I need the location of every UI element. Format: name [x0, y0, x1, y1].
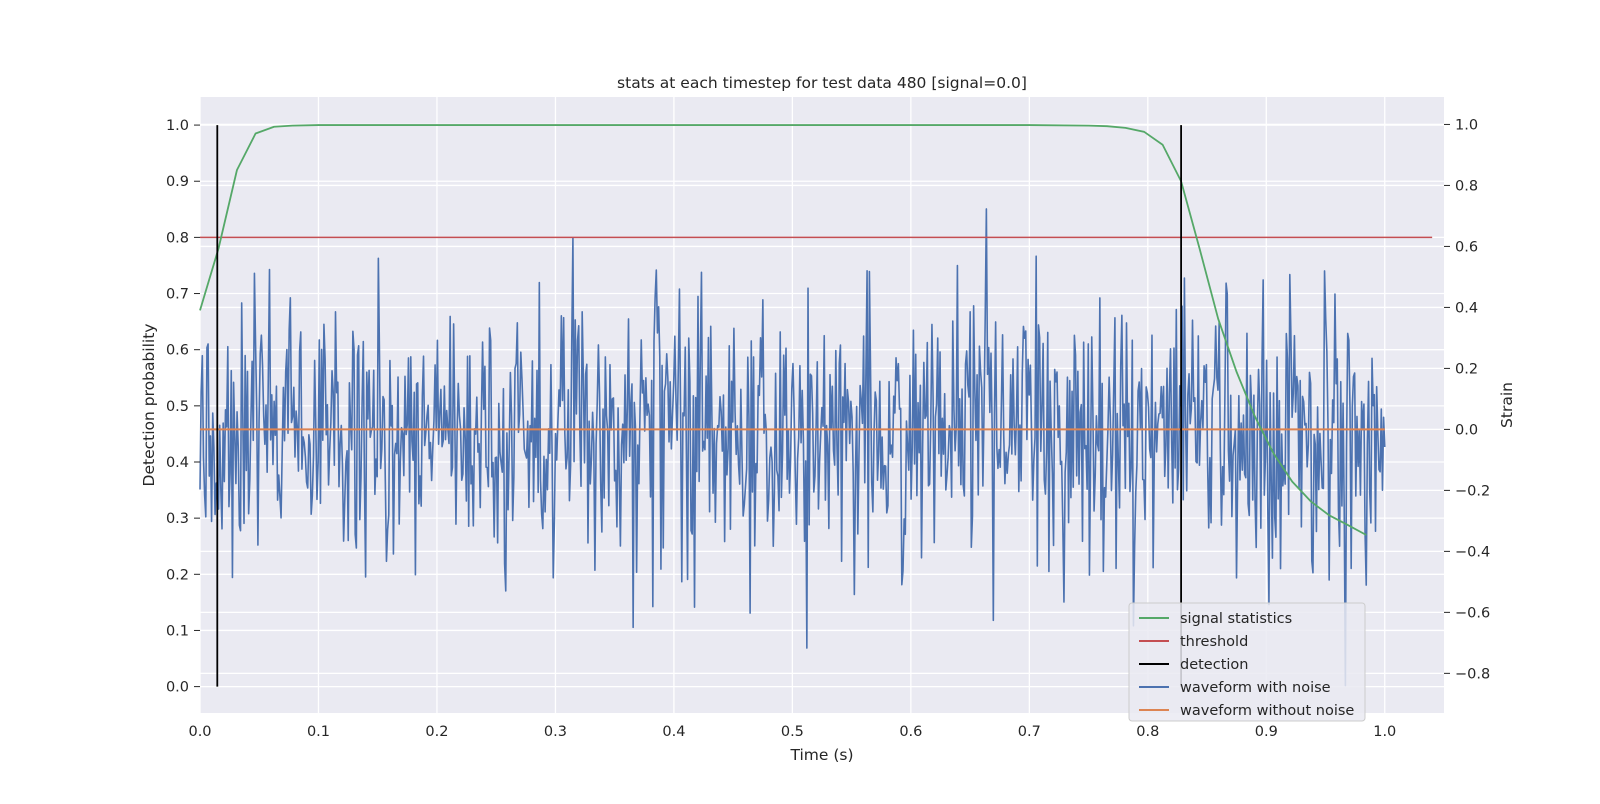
legend-item-waveform-without-noise: waveform without noise: [1139, 703, 1354, 719]
y-tick-label: 0.1: [166, 623, 189, 639]
legend: signal statistics threshold detection wavef…: [1128, 602, 1366, 722]
legend-label: threshold: [1180, 634, 1248, 650]
legend-item-threshold: threshold: [1139, 634, 1248, 650]
x-tick-label: 0.2: [425, 724, 448, 740]
y2-axis-label: Strain: [1498, 382, 1516, 428]
x-tick-label: 0.6: [899, 724, 922, 740]
x-tick-label: 0.0: [188, 724, 211, 740]
legend-item-detection: detection: [1139, 657, 1248, 673]
legend-label: detection: [1180, 657, 1248, 673]
x-tick-label: 0.4: [662, 724, 685, 740]
y2-tick-label: −0.2: [1455, 483, 1490, 499]
legend-label: waveform without noise: [1180, 703, 1354, 719]
legend-label: signal statistics: [1180, 611, 1292, 627]
y2-tick-label: −0.4: [1455, 544, 1490, 560]
x-tick-label: 0.1: [307, 724, 330, 740]
y-tick-label: 0.4: [166, 455, 189, 471]
x-axis-ticks: 0.0 0.1 0.2 0.3 0.4 0.5 0.6 0.7 0.8 0.9 1.0: [188, 724, 1396, 740]
y2-tick-label: −0.6: [1455, 605, 1490, 621]
legend-item-waveform-with-noise: waveform with noise: [1139, 680, 1331, 696]
y2-tick-label: −0.8: [1455, 666, 1490, 682]
y-tick-label: 1.0: [166, 118, 189, 134]
y-tick-label: 0.9: [166, 174, 189, 190]
y2-axis-ticks: −0.8 −0.6 −0.4 −0.2 0.0 0.2 0.4 0.6 0.8 1.0: [1444, 117, 1490, 682]
x-tick-label: 0.3: [544, 724, 567, 740]
x-tick-label: 0.7: [1018, 724, 1041, 740]
y-tick-label: 0.2: [166, 567, 189, 583]
y-axis-label: Detection probability: [140, 324, 158, 487]
y-tick-label: 0.8: [166, 230, 189, 246]
series-waveform-with-noise: [199, 208, 1386, 687]
y2-tick-label: 0.4: [1455, 300, 1478, 316]
x-tick-label: 0.5: [781, 724, 804, 740]
y2-tick-label: 0.8: [1455, 178, 1478, 194]
y-tick-label: 0.3: [166, 511, 189, 527]
x-tick-label: 0.9: [1255, 724, 1278, 740]
y-tick-label: 0.5: [166, 399, 189, 415]
legend-item-signal-statistics: signal statistics: [1139, 611, 1292, 627]
legend-label: waveform with noise: [1180, 680, 1331, 696]
x-axis-label: Time (s): [789, 746, 853, 764]
y-tick-label: 0.0: [166, 680, 189, 696]
x-tick-label: 1.0: [1373, 724, 1396, 740]
legend-box: [1128, 602, 1366, 722]
y-tick-label: 0.6: [166, 343, 189, 359]
x-tick-label: 0.8: [1136, 724, 1159, 740]
y-tick-label: 0.7: [166, 287, 189, 303]
y2-tick-label: 0.0: [1455, 422, 1478, 438]
y2-tick-label: 1.0: [1455, 117, 1478, 133]
y-axis-ticks: 0.0 0.1 0.2 0.3 0.4 0.5 0.6 0.7 0.8 0.9 1.0: [166, 118, 200, 696]
series-signal-statistics: [199, 124, 1367, 536]
y2-tick-label: 0.6: [1455, 239, 1478, 255]
chart-title: stats at each timestep for test data 480…: [617, 74, 1027, 92]
series-layer: [199, 124, 1433, 687]
y2-tick-label: 0.2: [1455, 361, 1478, 377]
